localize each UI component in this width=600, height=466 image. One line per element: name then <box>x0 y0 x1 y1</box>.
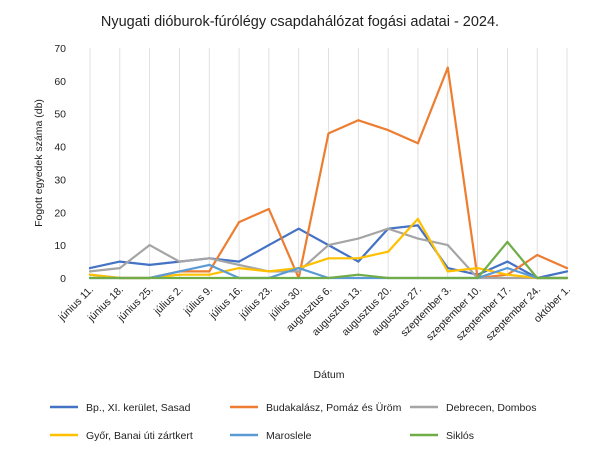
legend-label: Győr, Banai úti zártkert <box>86 430 193 442</box>
data-point <box>237 267 241 270</box>
data-point <box>208 263 211 266</box>
data-point <box>327 244 330 247</box>
data-point <box>267 207 270 211</box>
data-point <box>267 244 270 247</box>
legend-item: Budakalász, Pomáz és Üröm <box>230 402 402 414</box>
data-point <box>267 276 270 280</box>
data-point <box>208 270 211 273</box>
legend-label: Budakalász, Pomáz és Üröm <box>266 402 402 414</box>
legend-item: Maroslele <box>230 430 312 442</box>
data-point <box>88 273 92 276</box>
data-point <box>387 129 390 132</box>
data-point <box>536 253 539 257</box>
data-point <box>148 276 151 280</box>
series-lines <box>88 66 569 280</box>
data-point <box>416 276 420 280</box>
y-tick-label: 50 <box>54 109 66 121</box>
y-tick-label: 60 <box>54 76 66 88</box>
data-point <box>178 270 181 273</box>
data-point <box>327 276 330 280</box>
data-point <box>88 276 92 280</box>
legend-item: Győr, Banai úti zártkert <box>50 430 193 442</box>
legend-item: Debrecen, Dombos <box>410 402 536 414</box>
data-point <box>88 267 92 270</box>
chart-title: Nyugati dióburok-fúrólégy csapdahálózat … <box>101 14 499 30</box>
data-point <box>387 276 390 280</box>
data-point <box>565 267 569 270</box>
y-tick-label: 0 <box>60 273 66 285</box>
data-point <box>446 270 449 273</box>
data-point <box>148 244 151 247</box>
y-tick-label: 40 <box>54 142 66 154</box>
data-point <box>416 142 420 145</box>
data-point <box>506 240 509 243</box>
data-point <box>178 273 181 276</box>
data-point <box>446 66 449 69</box>
data-point <box>208 273 211 276</box>
data-point <box>506 273 509 276</box>
y-tick-label: 70 <box>54 43 66 55</box>
data-point <box>357 276 360 280</box>
data-point <box>357 237 360 240</box>
legend-label: Debrecen, Dombos <box>446 402 536 414</box>
data-point <box>237 263 241 266</box>
data-point <box>446 276 449 280</box>
y-tick-label: 30 <box>54 174 66 186</box>
y-tick-label: 10 <box>54 240 66 252</box>
data-point <box>476 276 479 280</box>
data-point <box>387 250 390 253</box>
data-point <box>357 273 360 276</box>
data-point <box>297 227 300 230</box>
data-point <box>208 257 211 260</box>
data-point <box>565 276 569 280</box>
data-point <box>416 217 420 220</box>
data-point <box>416 237 420 240</box>
data-point <box>565 270 569 273</box>
data-point <box>208 276 211 280</box>
data-point <box>476 267 479 270</box>
data-point <box>297 267 300 270</box>
data-point <box>178 276 181 280</box>
data-point <box>357 260 360 263</box>
data-point <box>506 260 509 263</box>
data-point <box>297 270 300 273</box>
legend-item: Siklós <box>410 430 474 442</box>
x-axis-title: Dátum <box>314 369 345 381</box>
series-group <box>88 240 569 280</box>
data-point <box>357 257 360 260</box>
legend: Bp., XI. kerület, Sasad Budakalász, Pomáz… <box>50 402 536 442</box>
data-point <box>506 276 509 280</box>
data-point <box>118 267 121 270</box>
legend-label: Siklós <box>446 430 474 442</box>
data-point <box>297 276 300 280</box>
legend-label: Bp., XI. kerület, Sasad <box>86 402 191 414</box>
data-point <box>357 119 360 122</box>
legend-item: Bp., XI. kerület, Sasad <box>50 402 191 414</box>
data-point <box>148 263 151 266</box>
data-point <box>416 224 420 227</box>
data-point <box>88 270 92 273</box>
legend-label: Maroslele <box>266 430 312 442</box>
y-axis-title: Fogott egyedek száma (db) <box>33 99 45 227</box>
data-point <box>506 267 509 270</box>
data-point <box>446 244 449 247</box>
data-point <box>536 276 539 280</box>
data-point <box>237 260 241 263</box>
data-point <box>118 276 121 280</box>
data-point <box>178 260 181 263</box>
data-point <box>118 260 121 263</box>
y-tick-label: 20 <box>54 207 66 219</box>
data-point <box>327 257 330 260</box>
data-point <box>267 270 270 273</box>
data-point <box>237 221 241 224</box>
data-point <box>387 227 390 230</box>
data-point <box>237 276 241 280</box>
data-point <box>327 132 330 135</box>
